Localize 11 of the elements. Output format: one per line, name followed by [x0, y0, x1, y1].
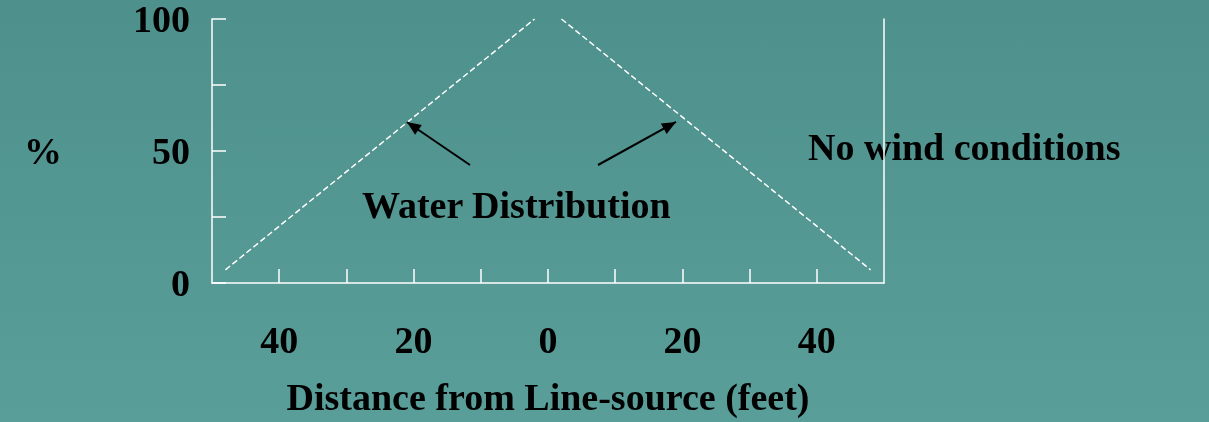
- x-tick-label: 40: [797, 319, 836, 361]
- x-tick-label: 40: [260, 319, 299, 361]
- y-tick-label: 0: [171, 262, 190, 304]
- annotation: Water Distribution: [362, 184, 671, 226]
- x-tick-label: 20: [394, 319, 433, 361]
- y-tick-label: 100: [133, 0, 190, 40]
- x-tick-label: 20: [663, 319, 702, 361]
- x-axis-title: Distance from Line-source (feet): [286, 376, 810, 419]
- x-tick-label: 0: [538, 319, 558, 361]
- y-tick-label: 50: [152, 130, 190, 172]
- y-axis-title: %: [24, 130, 62, 172]
